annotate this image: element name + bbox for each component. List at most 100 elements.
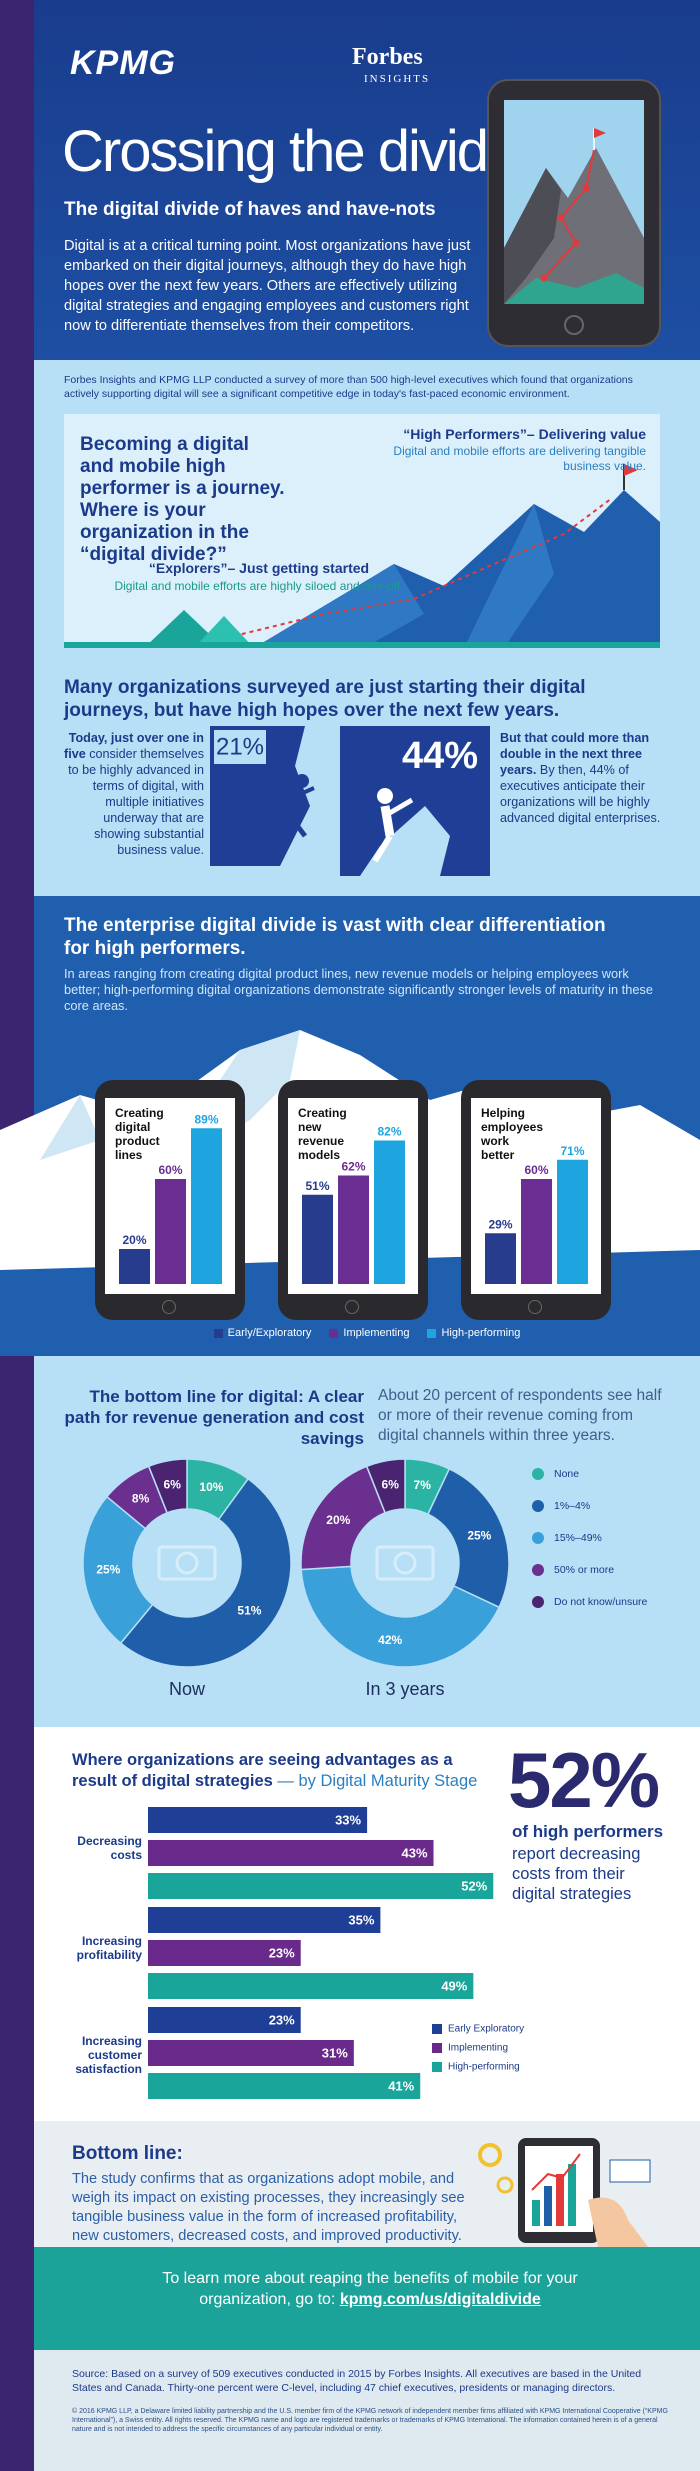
- divide-heading: The enterprise digital divide is vast wi…: [64, 915, 606, 959]
- bar: [155, 1179, 186, 1284]
- bar: [148, 1940, 301, 1966]
- today-text: Today, just over one in five consider th…: [64, 730, 204, 858]
- bar: [148, 1973, 474, 1999]
- bottom-line-text: The study confirms that as organizations…: [72, 2171, 465, 2244]
- value-label: 60%: [524, 1163, 548, 1177]
- legend-label: Implementing: [343, 1327, 410, 1339]
- bar: [521, 1179, 552, 1284]
- learn-more-link[interactable]: kpmg.com/us/digitaldivide: [339, 2291, 541, 2308]
- home-button: [345, 1300, 359, 1314]
- value-label: 8%: [132, 1491, 150, 1505]
- bar: [119, 1249, 150, 1284]
- source: Source: Based on a survey of 509 executi…: [72, 2368, 642, 2394]
- bar: [557, 1159, 588, 1284]
- money-icon: [157, 1545, 217, 1581]
- intro: Digital is at a critical turning point. …: [64, 238, 471, 334]
- bar: [191, 1128, 222, 1284]
- climber-large: 44%: [340, 726, 490, 876]
- value-label: 7%: [414, 1478, 432, 1492]
- survey-note: Forbes Insights and KPMG LLP conducted a…: [64, 374, 633, 400]
- value-label: 49%: [441, 1978, 467, 1993]
- category-label: Increasing customer satisfaction: [75, 2034, 142, 2076]
- legend-dot: [532, 1500, 544, 1512]
- phone: Creating digital product lines 20% 60% 89%: [95, 1080, 245, 1320]
- bar-plot: 51% 62% 82%: [302, 1125, 405, 1284]
- callout-text: report decreasing costs from their digit…: [512, 1845, 641, 1903]
- bar: [148, 2040, 354, 2066]
- bottom-line-heading: Bottom line:: [72, 2143, 183, 2164]
- bar-plot: 29% 60% 71%: [485, 1144, 588, 1284]
- value-label: 20%: [326, 1513, 350, 1527]
- value-label: 25%: [467, 1528, 491, 1542]
- legend-item: Implementing: [329, 1327, 409, 1339]
- donut-slice: [365, 1458, 406, 1514]
- callout-lead: of high performers: [512, 1822, 664, 1841]
- legend-label: None: [554, 1468, 579, 1480]
- bar: [374, 1140, 405, 1284]
- money-icon: [175, 1551, 199, 1575]
- legend-label: 1%–4%: [554, 1500, 590, 1512]
- home-button: [162, 1300, 176, 1314]
- learn-more-text: To learn more about reaping the benefits…: [162, 2270, 578, 2308]
- phone: Creating new revenue models 51% 62% 82%: [278, 1080, 428, 1320]
- today-lead: Today, just over one in five: [64, 731, 204, 761]
- phone-screen: Creating digital product lines 20% 60% 89%: [105, 1098, 235, 1294]
- bar: [485, 1233, 516, 1284]
- bar: [302, 1194, 333, 1284]
- legend-label: 50% or more: [554, 1564, 614, 1576]
- high-text: Digital and mobile efforts are deliverin…: [393, 444, 646, 473]
- value-label: 89%: [194, 1112, 218, 1126]
- value-label: 20%: [122, 1233, 146, 1247]
- value-label: 31%: [322, 2045, 348, 2060]
- learn-more-section: [0, 2247, 700, 2350]
- legend-swatch: [432, 2062, 442, 2072]
- bar: [148, 1873, 494, 1899]
- bar: [148, 1907, 381, 1933]
- value-label: 33%: [335, 1812, 361, 1827]
- donut-slice: [300, 1565, 501, 1668]
- callout-stat: 52%: [508, 1736, 660, 1824]
- tablet-hand-illustration: [478, 2138, 651, 2247]
- explorers-title: “Explorers”– Just getting started: [148, 560, 370, 576]
- bar: [148, 2073, 421, 2099]
- today-stat: 21%: [216, 733, 264, 760]
- future-stat: 44%: [402, 735, 478, 777]
- page-subtitle: The digital divide of haves and have-not…: [64, 199, 436, 220]
- bar: [148, 2007, 301, 2033]
- legend-dot: [532, 1564, 544, 1576]
- value-label: 6%: [164, 1478, 182, 1492]
- divide-text: In areas ranging from creating digital p…: [64, 966, 653, 1013]
- future-lead: But that could more than double in the n…: [500, 731, 650, 777]
- logo: KPMG: [70, 44, 176, 82]
- legend-label: Do not know/unsure: [554, 1596, 648, 1608]
- category-label: Decreasing costs: [77, 1834, 142, 1862]
- value-label: 42%: [378, 1633, 402, 1647]
- hopes-heading: Many organizations surveyed are just sta…: [64, 677, 586, 721]
- value-label: 60%: [158, 1163, 182, 1177]
- category-label: Increasing profitability: [76, 1934, 142, 1962]
- panel-title: Creating digital product lines: [115, 1106, 164, 1162]
- value-label: 71%: [560, 1144, 584, 1158]
- journey-panel: Becoming a digital and mobile high perfo…: [64, 414, 660, 648]
- donut-slice: [426, 1467, 510, 1609]
- footer-section: [0, 2350, 700, 2471]
- explorers-text: Digital and mobile efforts are highly si…: [114, 579, 404, 593]
- copyright: © 2016 KPMG LLP, a Delaware limited liab…: [72, 2408, 668, 2433]
- legend-dot: [532, 1532, 544, 1544]
- legend-item: High-performing: [427, 1327, 520, 1339]
- panel-title: Creating new revenue models: [298, 1106, 347, 1162]
- value-label: 51%: [237, 1604, 261, 1618]
- bar-plot: 20% 60% 89%: [119, 1112, 222, 1284]
- legend-label: Early Exploratory: [448, 2024, 524, 2035]
- home-button: [528, 1300, 542, 1314]
- legend-swatch: [213, 1328, 223, 1338]
- legend-dot: [532, 1468, 544, 1480]
- value-label: 10%: [199, 1480, 223, 1494]
- value-label: 43%: [401, 1845, 427, 1860]
- legend-label: Implementing: [448, 2043, 508, 2054]
- divide-legend: Early/Exploratory Implementing High-perfor…: [34, 1327, 700, 1339]
- panel-title: Helping employees work better: [481, 1106, 544, 1162]
- phone-screen: Creating new revenue models 51% 62% 82%: [288, 1098, 418, 1294]
- value-label: 62%: [341, 1160, 365, 1174]
- money-icon: [393, 1551, 417, 1575]
